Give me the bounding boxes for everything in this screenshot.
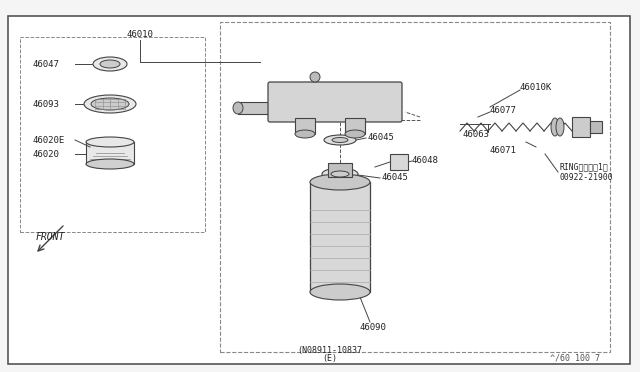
Text: 46093: 46093 [32,99,59,109]
Ellipse shape [86,137,134,147]
Ellipse shape [345,130,365,138]
Bar [390,154,408,170]
Text: 46010K: 46010K [520,83,552,92]
Ellipse shape [295,130,315,138]
Text: RINGリング（1）: RINGリング（1） [560,163,609,171]
Ellipse shape [331,171,349,177]
Text: 46077: 46077 [490,106,517,115]
Ellipse shape [233,102,243,114]
Bar [86,142,134,164]
Bar [572,117,590,137]
Bar [238,102,273,114]
Text: (E): (E) [323,353,337,362]
Bar [295,118,315,134]
Ellipse shape [324,135,356,145]
Ellipse shape [310,174,370,190]
Bar [20,37,205,232]
Bar [328,163,352,177]
Ellipse shape [310,284,370,300]
Text: 46045: 46045 [382,173,409,182]
Ellipse shape [100,60,120,68]
Ellipse shape [84,95,136,113]
Bar [345,118,365,134]
FancyBboxPatch shape [268,82,402,122]
Ellipse shape [551,118,559,136]
FancyBboxPatch shape [220,22,610,352]
Ellipse shape [91,98,129,110]
Text: 46020: 46020 [32,150,59,158]
Ellipse shape [86,159,134,169]
Ellipse shape [332,138,348,142]
Bar [310,182,370,292]
Text: 46020E: 46020E [32,135,64,144]
Text: 46010: 46010 [127,29,154,38]
Text: 00922-21900: 00922-21900 [560,173,614,182]
Text: (N08911-10837: (N08911-10837 [298,346,362,355]
Text: 46045: 46045 [368,132,395,141]
Text: 46047: 46047 [32,60,59,68]
Text: ^/60 100 7: ^/60 100 7 [550,353,600,362]
Text: 46048: 46048 [412,155,439,164]
Text: FRONT: FRONT [35,232,65,242]
Ellipse shape [556,118,564,136]
Text: 46071: 46071 [490,145,517,154]
Bar [590,121,602,133]
Text: 46090: 46090 [360,323,387,331]
Ellipse shape [93,57,127,71]
Text: 46063: 46063 [463,129,490,138]
Circle shape [310,72,320,82]
Ellipse shape [322,168,358,180]
